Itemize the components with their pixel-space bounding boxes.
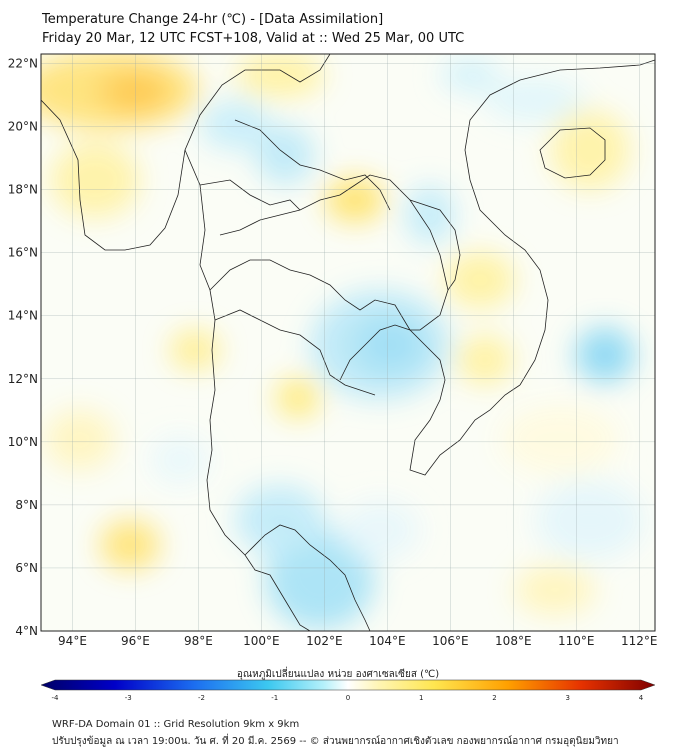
footer-model-info: WRF-DA Domain 01 :: Grid Resolution 9km … (52, 719, 300, 730)
lat-tick-label: 22°N (8, 56, 38, 70)
chart-subtitle: Friday 20 Mar, 12 UTC FCST+108, Valid at… (42, 31, 465, 46)
longitude-tick-labels: 94°E 96°E 98°E 100°E 102°E 104°E 106°E 108°E 110… (58, 634, 657, 648)
lon-tick-label: 94°E (58, 634, 87, 648)
lon-tick-label: 96°E (121, 634, 150, 648)
colorbar-tick-label: -1 (271, 694, 278, 702)
colorbar-tick-label: -2 (198, 694, 205, 702)
lat-tick-label: 20°N (8, 120, 38, 134)
colorbar-gradient (40, 679, 656, 691)
lat-tick-label: 12°N (8, 372, 38, 386)
lat-tick-label: 4°N (15, 624, 38, 638)
lat-tick-label: 14°N (8, 309, 38, 323)
lon-tick-label: 100°E (243, 634, 280, 648)
lat-tick-label: 10°N (8, 435, 38, 449)
lon-tick-label: 110°E (558, 634, 595, 648)
graticule (41, 54, 655, 632)
lon-tick-label: 106°E (432, 634, 469, 648)
map-frame (40, 53, 656, 632)
lon-tick-label: 104°E (369, 634, 406, 648)
lon-tick-label: 108°E (495, 634, 532, 648)
colorbar-ticks: -4 -3 -2 -1 0 1 2 3 4 (52, 694, 644, 702)
lat-tick-label: 8°N (15, 498, 38, 512)
colorbar-tick-label: 4 (639, 694, 644, 702)
footer-credit: ปรับปรุงข้อมูล ณ เวลา 19:00น. วัน ศ. ที่… (52, 736, 619, 747)
lon-tick-label: 98°E (184, 634, 213, 648)
temperature-field (41, 54, 655, 631)
chart-title: Temperature Change 24-hr (℃) - [Data Ass… (42, 12, 384, 27)
coastlines (41, 54, 655, 631)
lat-tick-label: 18°N (8, 183, 38, 197)
lat-tick-label: 16°N (8, 246, 38, 260)
latitude-tick-labels: 22°N 20°N 18°N 16°N 14°N 12°N 10°N 8°N 6°N 4°N (8, 56, 38, 638)
colorbar-tick-label: -3 (125, 694, 132, 702)
lon-tick-label: 112°E (621, 634, 658, 648)
colorbar: -4 -3 -2 -1 0 1 2 3 4 (40, 679, 656, 702)
colorbar-label: อุณหภูมิเปลี่ยนแปลง หน่วย องศาเซลเซียส (… (236, 669, 440, 680)
colorbar-tick-label: 2 (492, 694, 496, 702)
colorbar-tick-label: 1 (419, 694, 423, 702)
colorbar-tick-label: 3 (566, 694, 570, 702)
colorbar-tick-label: 0 (346, 694, 350, 702)
colorbar-tick-label: -4 (52, 694, 60, 702)
lat-tick-label: 6°N (15, 561, 38, 575)
lon-tick-label: 102°E (306, 634, 343, 648)
